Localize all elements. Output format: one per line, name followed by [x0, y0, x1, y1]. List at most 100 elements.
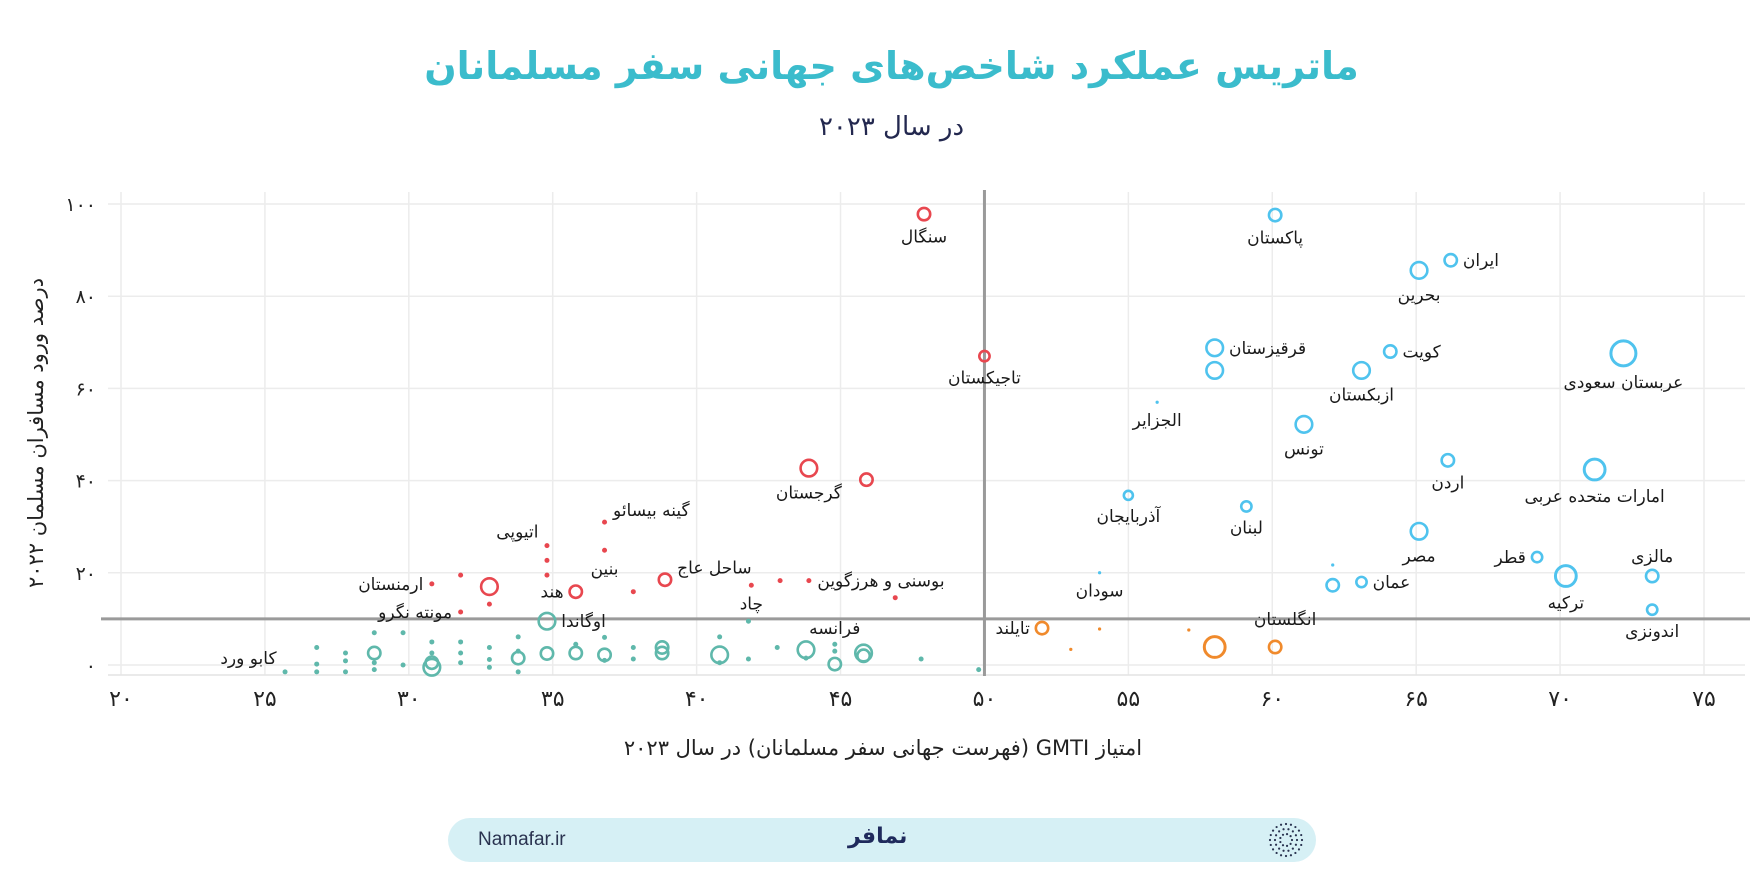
data-point-teal [510, 650, 526, 666]
data-point-red [630, 589, 636, 595]
data-point-red [799, 458, 819, 478]
data-point-red [602, 547, 608, 553]
point-label: گرجستان [776, 482, 843, 503]
data-point-blue [1443, 252, 1459, 268]
x-tick-label: ۲۵ [253, 687, 277, 712]
data-point-orange [1267, 639, 1283, 655]
y-tick-label: ۰ [86, 655, 96, 677]
point-label: بوسنی و هرزگوین [817, 571, 944, 592]
data-point-blue [1645, 603, 1659, 617]
data-point-blue [1325, 577, 1341, 593]
data-point-teal [856, 648, 872, 664]
data-point-red [978, 349, 991, 363]
data-point-teal [537, 611, 557, 631]
data-point-blue [1351, 360, 1372, 381]
data-point-blue [1409, 521, 1429, 541]
grid-lines [108, 192, 1745, 676]
data-points [282, 206, 1660, 677]
point-label: ساحل عاج [677, 559, 752, 579]
data-point-teal [630, 656, 636, 662]
point-label: پاکستان [1247, 228, 1303, 248]
data-point-teal [832, 648, 838, 654]
data-point-orange [1097, 627, 1102, 631]
y-tick-label: ۱۰۰ [65, 194, 96, 216]
data-point-red [916, 206, 932, 222]
x-tick-label: ۴۵ [829, 687, 853, 712]
data-point-red [777, 578, 783, 584]
data-point-blue [1440, 452, 1456, 468]
data-point-teal [342, 650, 348, 656]
y-tick-label: ۴۰ [76, 471, 96, 493]
data-point-teal [486, 644, 492, 650]
data-point-teal [654, 645, 670, 661]
data-point-teal [458, 650, 464, 656]
data-point-orange [1034, 620, 1050, 636]
point-label: تونس [1284, 440, 1324, 460]
point-label: ارمنستان [358, 575, 423, 595]
data-point-teal [803, 655, 809, 661]
x-tick-label: ۵۵ [1117, 687, 1141, 712]
data-point-blue [1205, 338, 1225, 358]
site-link[interactable]: Namafar.ir [478, 829, 566, 850]
data-point-teal [366, 645, 382, 661]
point-label: فرانسه [809, 619, 860, 639]
point-label: هند [541, 583, 564, 603]
y-axis-title: درصد ورود مسافران مسلمان ۲۰۲۲ [24, 277, 48, 589]
data-point-blue [1409, 260, 1429, 280]
data-point-blue [1294, 414, 1314, 434]
data-point-red [544, 572, 550, 578]
point-label: تایلند [995, 619, 1030, 639]
data-point-teal [630, 644, 636, 650]
y-tick-label: ۶۰ [76, 378, 96, 400]
data-point-teal [458, 639, 464, 645]
data-point-teal [976, 667, 982, 673]
point-label: مونته نگرو [377, 602, 452, 623]
data-point-red [458, 572, 464, 578]
data-point-red [429, 581, 435, 587]
data-point-red [458, 609, 464, 615]
data-point-blue [1267, 207, 1283, 223]
chart-subtitle: در سال ۲۰۲۳ [818, 112, 965, 142]
data-point-blue [1205, 360, 1225, 381]
point-label: عربستان سعودی [1564, 373, 1684, 393]
data-point-teal [282, 669, 288, 675]
point-label: اوگاندا [561, 611, 606, 632]
data-point-red [892, 595, 898, 601]
data-point-teal [314, 661, 320, 667]
data-point-teal [486, 656, 492, 662]
data-point-teal [429, 639, 435, 645]
data-point-blue [1644, 568, 1660, 584]
data-point-teal [400, 630, 406, 636]
data-point-red [568, 584, 584, 600]
point-label: عمان [1373, 573, 1411, 593]
x-axis-title: امتیاز GMTI (فهرست جهانی سفر مسلمانان) د… [623, 736, 1143, 760]
data-point-teal [827, 656, 843, 672]
data-point-teal [602, 657, 608, 663]
data-point-teal [717, 634, 723, 640]
point-label: اردن [1431, 474, 1464, 494]
data-point-orange [1187, 628, 1191, 632]
data-point-teal [602, 634, 608, 640]
data-point-red [544, 543, 550, 549]
data-point-red [858, 472, 874, 488]
data-point-red [544, 557, 550, 563]
point-label: اتیوپی [496, 523, 538, 543]
data-point-blue [1155, 400, 1159, 404]
data-point-blue [1355, 575, 1368, 589]
y-tick-label: ۲۰ [76, 563, 96, 585]
point-label: قطر [1493, 548, 1525, 568]
data-point-blue [1239, 499, 1253, 513]
data-point-teal [515, 669, 521, 675]
data-point-teal [314, 669, 320, 675]
data-point-teal [342, 669, 348, 675]
data-point-teal [745, 656, 751, 662]
point-label: اندونزی [1625, 622, 1679, 642]
point-label: قرقیزستان [1229, 339, 1306, 359]
data-point-blue [1382, 344, 1398, 360]
point-label: کابو ورد [220, 649, 277, 669]
data-point-red [479, 577, 500, 597]
x-tick-label: ۶۵ [1404, 687, 1428, 712]
dotted-circle-icon [1268, 822, 1304, 858]
data-point-teal [371, 667, 377, 673]
